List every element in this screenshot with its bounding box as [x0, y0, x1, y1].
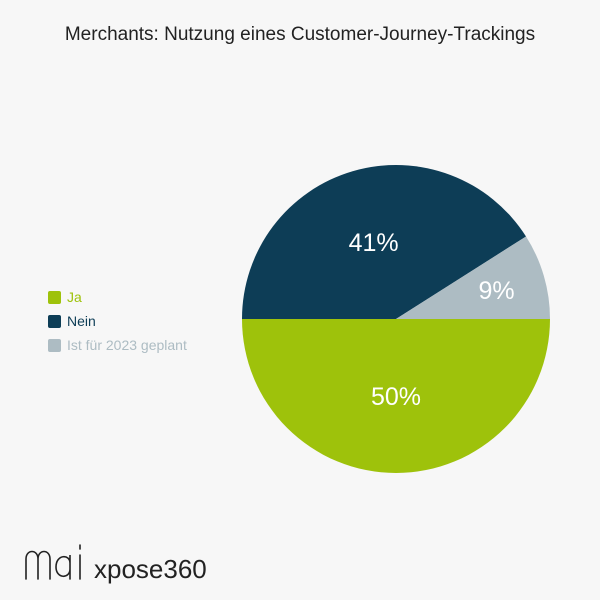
- legend-label-nein: Nein: [67, 313, 96, 329]
- mai-logo: mai: [24, 541, 81, 580]
- chart-title: Merchants: Nutzung eines Customer-Journe…: [64, 24, 536, 45]
- brand: mai xpose360: [24, 540, 207, 585]
- legend-item-ja: Ja: [48, 285, 187, 309]
- legend-swatch-nein: [48, 314, 61, 328]
- brand-logo-text: mai: [24, 541, 26, 542]
- pie-slice-ja: [242, 319, 550, 473]
- legend-item-nein: Nein: [48, 309, 187, 333]
- pie-label-nein: 41%: [349, 229, 399, 257]
- legend-swatch-ja: [48, 290, 61, 304]
- legend-swatch-geplant: [48, 338, 61, 352]
- legend-label-geplant: Ist für 2023 geplant: [67, 337, 187, 353]
- pie-label-geplant: 9%: [478, 277, 514, 305]
- legend: Ja Nein Ist für 2023 geplant: [48, 285, 187, 357]
- brand-name: xpose360: [94, 554, 207, 584]
- pie-slice-geplant: [396, 236, 550, 319]
- legend-item-geplant: Ist für 2023 geplant: [48, 333, 187, 357]
- legend-label-ja: Ja: [67, 289, 82, 305]
- pie-label-ja: 50%: [371, 383, 421, 411]
- pie-slice-nein: [242, 165, 527, 319]
